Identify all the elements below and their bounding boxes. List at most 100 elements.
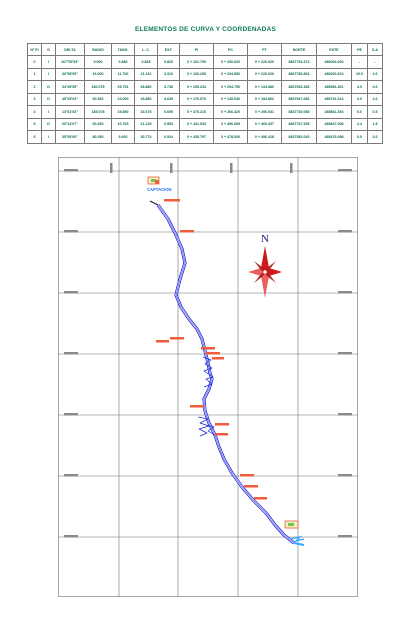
table-cell: 185.078 [84,105,112,119]
table-cell: 21.129 [134,117,158,131]
station-label [254,497,267,500]
intake-connection [149,200,159,206]
grid-tick-label [110,163,113,173]
table-cell: 2.6 [367,130,383,144]
table-cell: - [367,55,383,69]
table-cell: 29.751 [111,80,135,94]
table-cell: 36°58'05" [55,67,85,81]
table-cell: 11.700 [111,67,135,81]
table-cell: 485981.401 [316,80,352,94]
road-surface [157,204,295,544]
table-cell: 3.738 [157,80,180,94]
table-cell: 9.400 [111,130,135,144]
compass-sw-point [254,272,265,283]
table-cell: 2.4 [351,117,368,131]
table-cell: 0.0 [351,130,368,144]
table-cell: 16.000 [84,67,112,81]
table-cell: 0 + 290.031 [247,105,282,119]
road-edge-outer [156,204,295,545]
table-cell: 8837780.803 [281,67,317,81]
table-row: 2 D 34°49'55" 180.078 29.751 68.880 3.738 0 + 1… [27,80,383,94]
intake-label: CAPTACION [147,187,172,192]
table-body: 0 I 167°05'53" 9.000 0.886 0.828 0.820 0 + 162.… [27,55,383,144]
table-cell: 0 + 226.620 [247,55,282,69]
column-header: RADIO [84,43,112,56]
station-label [201,347,215,350]
table-row: 0 I 167°05'53" 9.000 0.886 0.828 0.820 0 + 162.… [27,55,383,69]
grid-tick-label [64,230,78,233]
table-cell: - [351,55,368,69]
table-cell: 180.078 [84,80,112,94]
grid-tick-label [338,352,352,355]
column-header: EXT. [157,43,180,56]
grid-tick-label [338,474,352,477]
table-cell: 0 + 460.337 [247,117,282,131]
column-header: ESTE [316,43,352,56]
table-cell: 0 + 200.620 [213,55,248,69]
table-cell: 486000.913 [316,67,352,81]
intake-marker [155,180,159,184]
grid-tick-label [338,535,352,538]
table-cell: 0 + 496.418 [247,130,282,144]
table-cell: 10.763 [111,117,135,131]
table-cell: 20°14'07" [55,117,85,131]
table-cell: 0 + 160.205 [179,67,214,81]
road-curve-detail [197,356,216,437]
table-cell: I [41,55,56,69]
route-alignment [149,200,305,546]
end-box-fill [288,523,294,526]
table-cell: 8837582.043 [281,130,317,144]
table-row: 1 I 36°58'05" 16.000 11.700 21.113 3.310 0 + 16… [27,67,383,81]
table-cell: 0.0 [351,105,368,119]
station-label [190,405,204,408]
table-cell: 68.880 [134,80,158,94]
table-cell: 0.924 [157,130,180,144]
table-cell: 2 [27,80,42,94]
grid-tick-label [338,291,352,294]
table-cell: 8837730.058 [281,105,317,119]
table-cell: 0 + 145.040 [213,92,248,106]
station-label [240,474,254,477]
north-label: N [261,233,269,245]
table-cell: I [41,67,56,81]
station-label [215,433,228,436]
table-cell: 0 + 226.626 [247,67,282,81]
intake-structure: CAPTACION [147,176,172,192]
grid-tick-label [64,413,78,416]
table-cell: 43.860 [134,92,158,106]
table-cell: 485847.008 [316,117,352,131]
road-centerline [157,204,295,544]
table-cell: 0.5 [367,105,383,119]
end-marker [289,535,305,543]
compass-south-point [261,272,269,298]
compass-nw-point [254,261,265,272]
table-cell: 60.352 [84,92,112,106]
column-header: PT [247,43,282,56]
grid-coordinate-ticks [64,163,352,538]
column-header: PC [213,43,248,56]
column-header: NORTE [281,43,317,56]
column-header: L. C. [134,43,158,56]
station-label [206,352,220,355]
station-label [170,337,184,340]
grid-tick-label [64,535,78,538]
table-cell: 486004.200 [316,55,352,69]
table-cell: 23.000 [111,92,135,106]
table-cell: D [41,117,56,131]
table-cell: 10.0 [351,67,368,81]
plan-view-map: CAPTACION N [58,157,358,597]
table-row: 3 D 45°29'03" 60.352 23.000 43.860 4.639 0 + 17… [27,92,383,106]
table-cell: D [41,80,56,94]
table-cell: 8837767.935 [281,117,317,131]
grid-tick-label [338,169,352,172]
table-cell: 0 + 435.797 [179,130,214,144]
north-arrow: N [248,233,282,298]
table-cell: 1 [27,67,42,81]
table-cell: 6 [27,130,42,144]
compass-ne-point [265,261,276,272]
compass-center [262,269,268,275]
grid-tick-label [64,352,78,355]
compass-se-point [265,272,276,283]
table-cell: 0.820 [157,55,180,69]
table-cell: 0.6 [367,80,383,94]
